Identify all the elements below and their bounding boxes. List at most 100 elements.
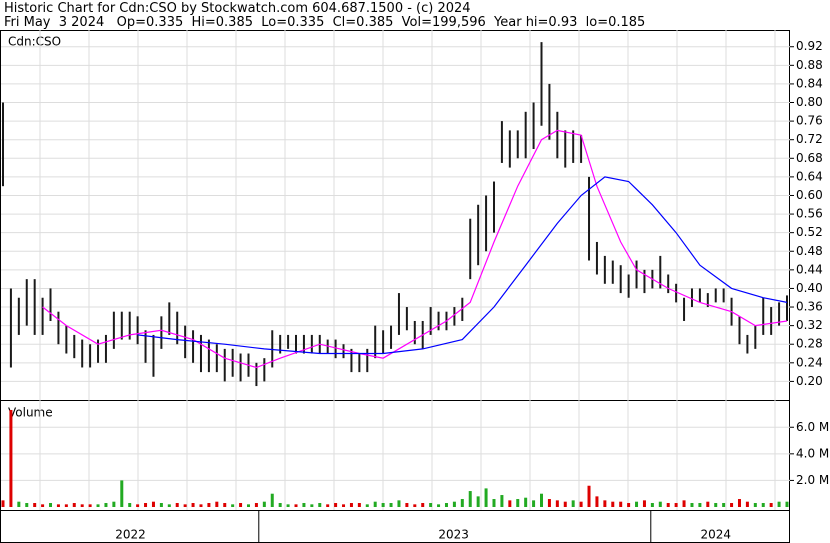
volume-bar bbox=[619, 501, 623, 507]
volume-bar bbox=[745, 501, 749, 507]
y-tick-label: 0.24 bbox=[796, 355, 823, 369]
volume-bar bbox=[413, 504, 417, 507]
volume-bar bbox=[714, 503, 718, 507]
y-tick-label: 0.72 bbox=[796, 132, 823, 146]
volume-bar bbox=[635, 501, 639, 507]
volume-bar bbox=[405, 503, 409, 507]
volume-bar bbox=[476, 496, 480, 507]
volume-bar bbox=[603, 500, 607, 507]
volume-bar bbox=[397, 500, 401, 507]
y-tick-label: 0.44 bbox=[796, 262, 823, 276]
y-tick-label: 0.88 bbox=[796, 58, 823, 72]
volume-bar bbox=[508, 500, 512, 507]
volume-bar bbox=[421, 503, 425, 507]
volume-bar bbox=[246, 504, 250, 507]
volume-bar bbox=[223, 503, 227, 507]
volume-bar bbox=[318, 503, 322, 507]
volume-bar bbox=[326, 504, 330, 507]
x-tick-label: 2023 bbox=[438, 528, 469, 542]
volume-bar bbox=[389, 503, 393, 507]
y-tick-label: 2.0 M bbox=[796, 473, 829, 487]
y-tick-label: 0.48 bbox=[796, 244, 823, 258]
y-tick-label: 4.0 M bbox=[796, 446, 829, 460]
volume-bar bbox=[136, 504, 140, 507]
volume-bar bbox=[310, 504, 314, 507]
volume-bar bbox=[96, 504, 100, 507]
volume-bar bbox=[492, 499, 496, 507]
volume-bar bbox=[167, 504, 171, 507]
volume-bar bbox=[722, 503, 726, 507]
volume-bar bbox=[207, 503, 211, 507]
volume-bar bbox=[254, 503, 258, 507]
y-tick-label: 0.40 bbox=[796, 281, 823, 295]
volume-bar bbox=[650, 503, 654, 507]
y-tick-label: 6.0 M bbox=[796, 420, 829, 434]
volume-bar bbox=[334, 503, 338, 507]
volume-bar bbox=[532, 500, 536, 507]
volume-bar bbox=[56, 504, 60, 507]
y-tick-label: 0.32 bbox=[796, 318, 823, 332]
volume-bar bbox=[151, 501, 155, 507]
y-tick-label: 0.60 bbox=[796, 188, 823, 202]
volume-bar bbox=[215, 501, 219, 507]
volume-bar bbox=[658, 501, 662, 507]
y-tick-label: 0.76 bbox=[796, 114, 823, 128]
volume-bar bbox=[769, 503, 773, 507]
volume-bar bbox=[120, 480, 124, 507]
volume-bar bbox=[730, 503, 734, 507]
volume-bar bbox=[437, 504, 441, 507]
volume-bar bbox=[381, 503, 385, 507]
volume-bar bbox=[690, 503, 694, 507]
volume-bar bbox=[104, 503, 108, 507]
volume-bar bbox=[302, 503, 306, 507]
volume-bar bbox=[540, 493, 544, 507]
volume-bar bbox=[698, 503, 702, 507]
y-tick-label: 0.56 bbox=[796, 207, 823, 221]
volume-bar bbox=[674, 503, 678, 507]
volume-bar bbox=[555, 500, 559, 507]
volume-bar bbox=[25, 503, 29, 507]
volume-bar bbox=[666, 503, 670, 507]
volume-bar bbox=[761, 503, 765, 507]
volume-bar bbox=[41, 504, 45, 507]
symbol-label: Cdn:CSO bbox=[8, 35, 61, 49]
volume-bar bbox=[286, 504, 290, 507]
volume-bar bbox=[159, 503, 163, 507]
volume-bar bbox=[500, 495, 504, 507]
volume-bar bbox=[563, 501, 567, 507]
volume-bar bbox=[9, 409, 13, 507]
volume-bar bbox=[460, 499, 464, 507]
volume-bar bbox=[72, 503, 76, 507]
volume-bar bbox=[49, 503, 53, 507]
volume-bar bbox=[547, 499, 551, 507]
volume-bar bbox=[278, 503, 282, 507]
volume-bar bbox=[112, 501, 116, 507]
y-tick-label: 0.36 bbox=[796, 300, 823, 314]
volume-bar bbox=[88, 504, 92, 507]
volume-bar bbox=[468, 491, 472, 507]
volume-bar bbox=[785, 501, 789, 507]
volume-bar bbox=[595, 496, 599, 507]
x-tick-label: 2024 bbox=[700, 528, 731, 542]
volume-bar bbox=[128, 503, 132, 507]
chart-subtitle: Fri May 3 2024 Op=0.335 Hi=0.385 Lo=0.33… bbox=[4, 15, 645, 30]
volume-bar bbox=[80, 504, 84, 507]
y-tick-label: 0.52 bbox=[796, 225, 823, 239]
volume-bar bbox=[357, 503, 361, 507]
volume-bar bbox=[262, 501, 266, 507]
volume-bar bbox=[516, 499, 520, 507]
volume-bar bbox=[587, 485, 591, 507]
volume-bar bbox=[579, 501, 583, 507]
volume-bar bbox=[571, 500, 575, 507]
volume-bar bbox=[706, 501, 710, 507]
volume-label: Volume bbox=[8, 406, 53, 420]
y-tick-label: 0.68 bbox=[796, 151, 823, 165]
volume-bar bbox=[183, 504, 187, 507]
y-tick-label: 0.92 bbox=[796, 39, 823, 53]
volume-bar bbox=[642, 500, 646, 507]
y-tick-label: 0.20 bbox=[796, 374, 823, 388]
volume-bar bbox=[342, 504, 346, 507]
volume-bar bbox=[294, 504, 298, 507]
